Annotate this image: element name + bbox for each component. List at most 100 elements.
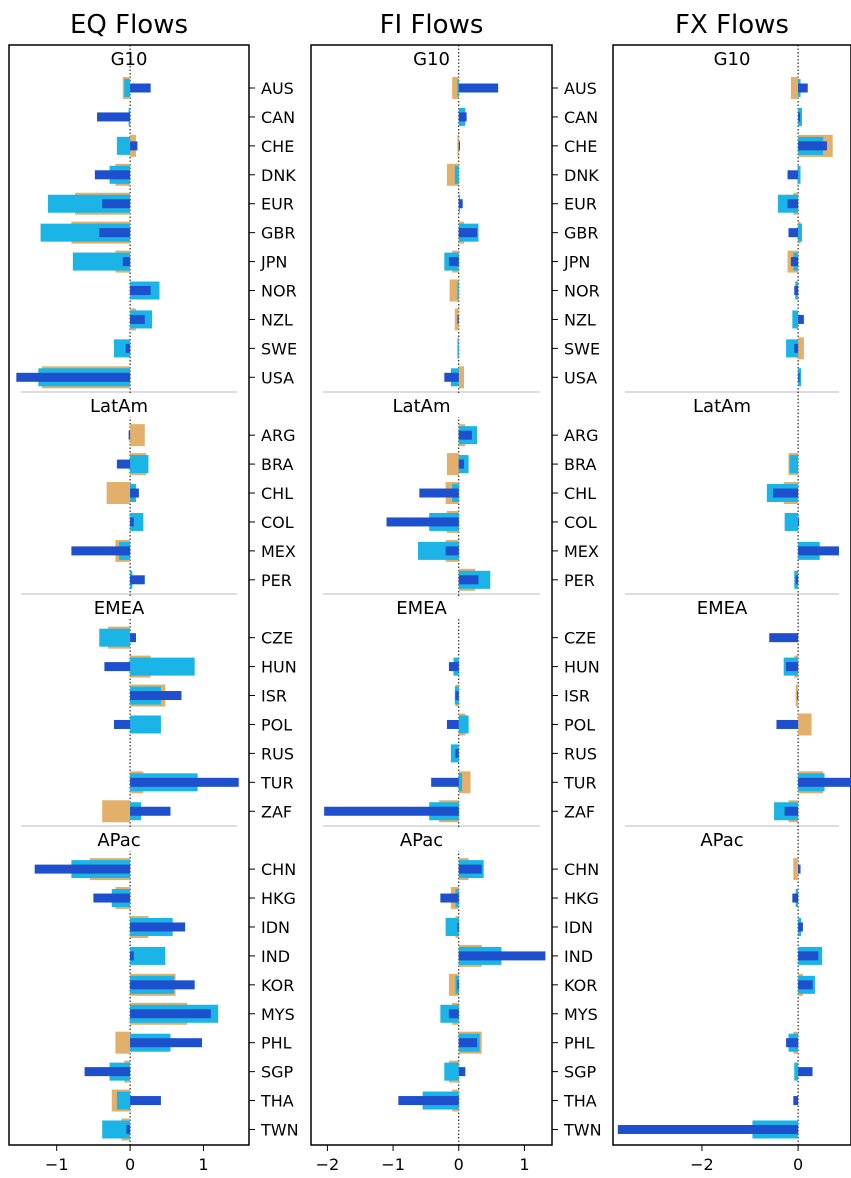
bar-dark-phl bbox=[130, 1038, 203, 1048]
bar-dark-dnk bbox=[94, 170, 131, 180]
panel-fi-flows: FI Flows G10 AUS CAN CHE DNK EUR GBR JPN NOR NZL SW… bbox=[310, 10, 602, 1174]
category-label: IND bbox=[564, 947, 593, 966]
bar-dark-nzd bbox=[798, 314, 804, 324]
x-tick-label: 0 bbox=[125, 1155, 135, 1174]
bar-dark-pln bbox=[776, 719, 799, 729]
region-label: APac bbox=[400, 830, 443, 851]
bar-light-rus bbox=[450, 744, 459, 763]
bar-orange-arg bbox=[130, 424, 145, 447]
bar-dark-gbr bbox=[99, 228, 131, 238]
bar-dark-cze bbox=[130, 633, 136, 643]
x-tick-label: −1 bbox=[381, 1155, 405, 1174]
bar-orange-chl bbox=[106, 482, 131, 505]
category-label: AUS bbox=[261, 79, 294, 98]
bar-orange-usa bbox=[458, 366, 465, 389]
bar-light-bra bbox=[130, 455, 149, 474]
bar-dark-php bbox=[786, 1038, 799, 1048]
category-label: NOR bbox=[564, 282, 600, 301]
category-label: TUR bbox=[563, 773, 597, 792]
bar-dark-tur bbox=[130, 777, 239, 787]
bar-dark-col bbox=[130, 517, 134, 527]
category-label: KOR bbox=[564, 976, 597, 995]
bar-dark-mex bbox=[71, 546, 131, 556]
category-label: DNK bbox=[261, 166, 296, 185]
bar-dark-gbp bbox=[788, 228, 799, 238]
bar-dark-tur bbox=[431, 777, 459, 787]
bar-dark-idr bbox=[798, 922, 803, 932]
category-label: CHL bbox=[261, 484, 293, 503]
bar-orange-che bbox=[457, 134, 459, 157]
category-label: SGP bbox=[564, 1063, 597, 1082]
bar-dark-clp bbox=[773, 488, 799, 498]
category-label: RUS bbox=[261, 744, 294, 763]
category-label: JPN bbox=[260, 253, 287, 272]
x-tick-label: 0 bbox=[793, 1155, 803, 1174]
bar-dark-col bbox=[386, 517, 459, 527]
bar-dark-mxn bbox=[798, 546, 839, 556]
category-label: GBR bbox=[564, 224, 599, 243]
bar-dark-tha bbox=[398, 1096, 459, 1106]
region-label-bg bbox=[680, 829, 764, 851]
bar-orange-ils bbox=[795, 684, 799, 707]
category-label: MYS bbox=[261, 1005, 295, 1024]
category-label: IDN bbox=[261, 918, 290, 937]
bar-light-sgp bbox=[444, 1062, 459, 1081]
bar-light-twn bbox=[102, 1120, 131, 1139]
bar-dark-eur bbox=[787, 199, 799, 209]
bar-dark-rus bbox=[455, 748, 459, 758]
category-label: IDN bbox=[564, 918, 593, 937]
bar-dark-hkg bbox=[93, 893, 131, 903]
category-label: PHL bbox=[261, 1034, 292, 1053]
category-label: EUR bbox=[564, 195, 597, 214]
bar-light-tur bbox=[458, 773, 463, 792]
region-label-bg bbox=[77, 829, 161, 851]
bar-dark-usa bbox=[16, 372, 131, 382]
category-label: POL bbox=[261, 715, 292, 734]
bar-light-pol bbox=[458, 715, 469, 734]
x-tick-label: −1 bbox=[45, 1155, 69, 1174]
bar-dark-tha bbox=[130, 1096, 161, 1106]
bar-dark-che bbox=[130, 141, 138, 151]
category-label: ZAF bbox=[261, 802, 292, 821]
bar-dark-hun bbox=[104, 662, 131, 672]
region-label: G10 bbox=[413, 49, 450, 70]
category-label: HUN bbox=[564, 658, 600, 677]
bar-dark-cny bbox=[798, 864, 801, 874]
bar-dark-thb bbox=[793, 1096, 799, 1106]
bar-dark-per bbox=[458, 575, 479, 585]
category-label: HKG bbox=[261, 889, 296, 908]
category-label: POL bbox=[564, 715, 595, 734]
bar-light-kor bbox=[455, 975, 459, 994]
bar-dark-pol bbox=[446, 719, 459, 729]
bar-dark-che bbox=[458, 141, 461, 151]
bar-dark-pen bbox=[795, 575, 799, 585]
category-label: NOR bbox=[261, 282, 297, 301]
bar-orange-aud bbox=[790, 77, 799, 99]
bar-orange-phl bbox=[115, 1031, 131, 1054]
x-tick-label: 1 bbox=[519, 1155, 529, 1174]
bar-orange-sek bbox=[798, 337, 804, 360]
bar-dark-jpy bbox=[790, 257, 799, 267]
bar-orange-cny bbox=[793, 858, 799, 881]
bar-dark-sek bbox=[794, 343, 799, 353]
bar-dark-chf bbox=[798, 141, 827, 151]
region-label: LatAm bbox=[393, 396, 451, 417]
bar-dark-cad bbox=[798, 112, 801, 122]
category-label: ZAF bbox=[564, 802, 595, 821]
category-label: DNK bbox=[564, 166, 599, 185]
category-label: USA bbox=[564, 368, 597, 387]
bar-dark-mys bbox=[130, 1009, 211, 1019]
category-label: CZE bbox=[261, 629, 293, 648]
category-label: CHL bbox=[564, 484, 596, 503]
panel-frame bbox=[310, 44, 553, 1146]
bar-dark-usa bbox=[444, 372, 459, 382]
bar-dark-nzl bbox=[457, 314, 459, 324]
region-label-bg bbox=[680, 597, 764, 619]
bar-light-cop bbox=[784, 512, 799, 531]
bar-light-jpn bbox=[72, 252, 131, 271]
bar-dark-czk bbox=[769, 633, 799, 643]
region-label: G10 bbox=[111, 49, 148, 70]
bar-orange-tur bbox=[458, 771, 471, 794]
bar-light-gbp bbox=[798, 223, 802, 242]
region-label-bg bbox=[379, 597, 464, 619]
